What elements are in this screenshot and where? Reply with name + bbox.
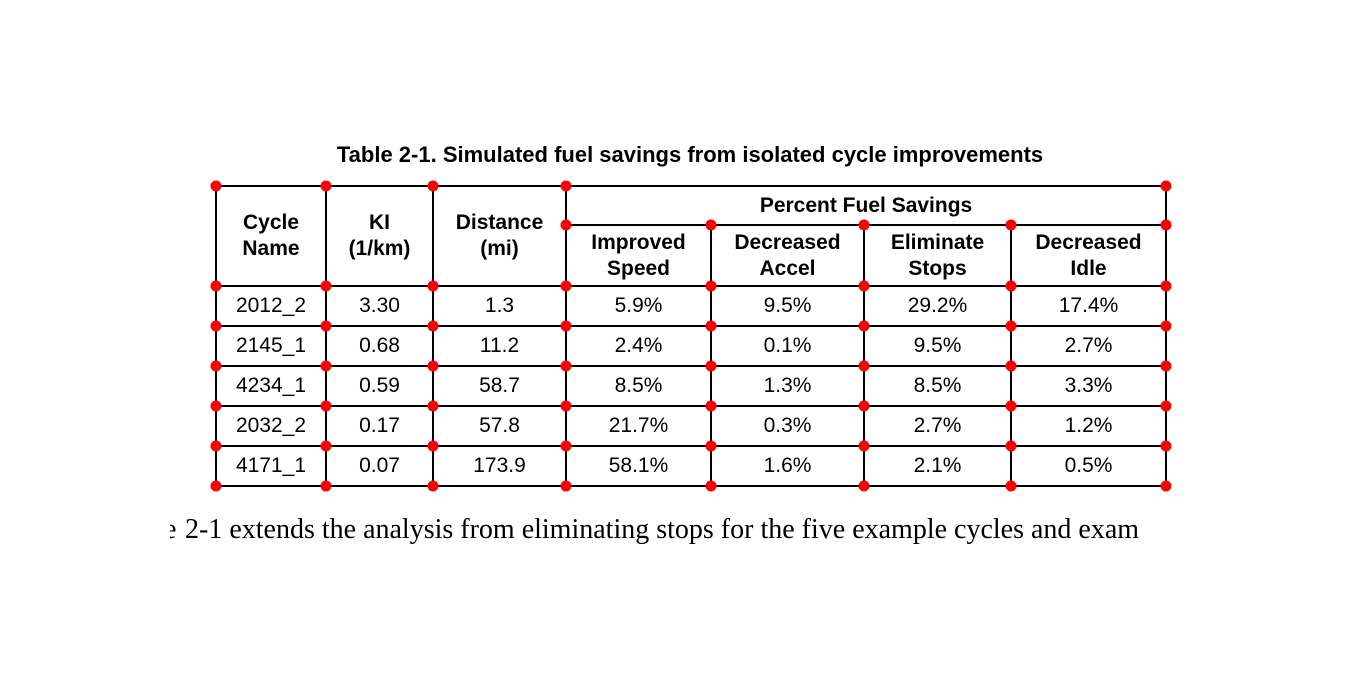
table-cell: 2.7% [1009,325,1168,367]
table-cell: 2012_2 [215,285,327,327]
header-cell-eliminate-stops: Eliminate Stops [863,224,1012,287]
table-cell: 8.5% [863,365,1012,407]
paragraph-text: 2-1 extends the analysis from eliminatin… [185,514,1140,545]
table-cell: 9.5% [863,325,1012,367]
table-cell: 4171_1 [215,445,327,487]
table-cell: 4234_1 [215,365,327,407]
table-cell: 17.4% [1009,285,1168,327]
table-cell: 5.9% [565,285,712,327]
table-row: 2012_2 3.30 1.3 5.9% 9.5% 29.2% 17.4% [215,285,1168,327]
table-row: 4234_1 0.59 58.7 8.5% 1.3% 8.5% 3.3% [215,365,1168,407]
paragraph-leading-fragment: e [170,514,177,545]
table-cell: 1.3 [432,285,567,327]
table-cell: 1.3% [710,365,865,407]
table-cell: 173.9 [432,445,567,487]
table-row: 4171_1 0.07 173.9 58.1% 1.6% 2.1% 0.5% [215,445,1168,487]
data-table: Cycle Name KI (1/km) Distance (mi) Perce… [215,185,1168,487]
table-cell: 2.7% [863,405,1012,447]
table-cell: 2145_1 [215,325,327,367]
header-cell-improved-speed: Improved Speed [565,224,712,287]
header-cell-cycle-name: Cycle Name [215,185,327,287]
table-cell: 2.1% [863,445,1012,487]
table-cell: 0.1% [710,325,865,367]
table-cell: 0.07 [325,445,434,487]
table-cell: 1.2% [1009,405,1168,447]
table-cell: 29.2% [863,285,1012,327]
table-cell: 0.59 [325,365,434,407]
header-cell-group: Percent Fuel Savings [564,185,1168,226]
table-cell: 2032_2 [215,405,327,447]
table-cell: 57.8 [432,405,567,447]
header-cell-distance: Distance (mi) [432,185,567,287]
table-caption: Table 2-1. Simulated fuel savings from i… [336,142,1044,167]
table-cell: 9.5% [710,285,865,327]
table-cell: 2.4% [565,325,712,367]
table-cell: 3.30 [325,285,434,327]
table-cell: 58.7 [432,365,567,407]
table-row: 2032_2 0.17 57.8 21.7% 0.3% 2.7% 1.2% [215,405,1168,447]
table-cell: 1.6% [710,445,865,487]
table-cell: 0.17 [325,405,434,447]
table-cell: 0.68 [325,325,434,367]
table-cell: 11.2 [432,325,567,367]
table-cell: 58.1% [565,445,712,487]
table-cell: 3.3% [1009,365,1168,407]
table-cell: 21.7% [565,405,712,447]
body-paragraph: e 2-1 extends the analysis from eliminat… [170,514,1360,546]
table-cell: 0.3% [710,405,865,447]
header-cell-ki: KI (1/km) [325,185,434,287]
table-cell: 0.5% [1009,445,1168,487]
table-row: 2145_1 0.68 11.2 2.4% 0.1% 9.5% 2.7% [215,325,1168,367]
header-cell-decreased-idle: Decreased Idle [1009,224,1168,287]
table-cell: 8.5% [565,365,712,407]
header-cell-decreased-accel: Decreased Accel [710,224,865,287]
